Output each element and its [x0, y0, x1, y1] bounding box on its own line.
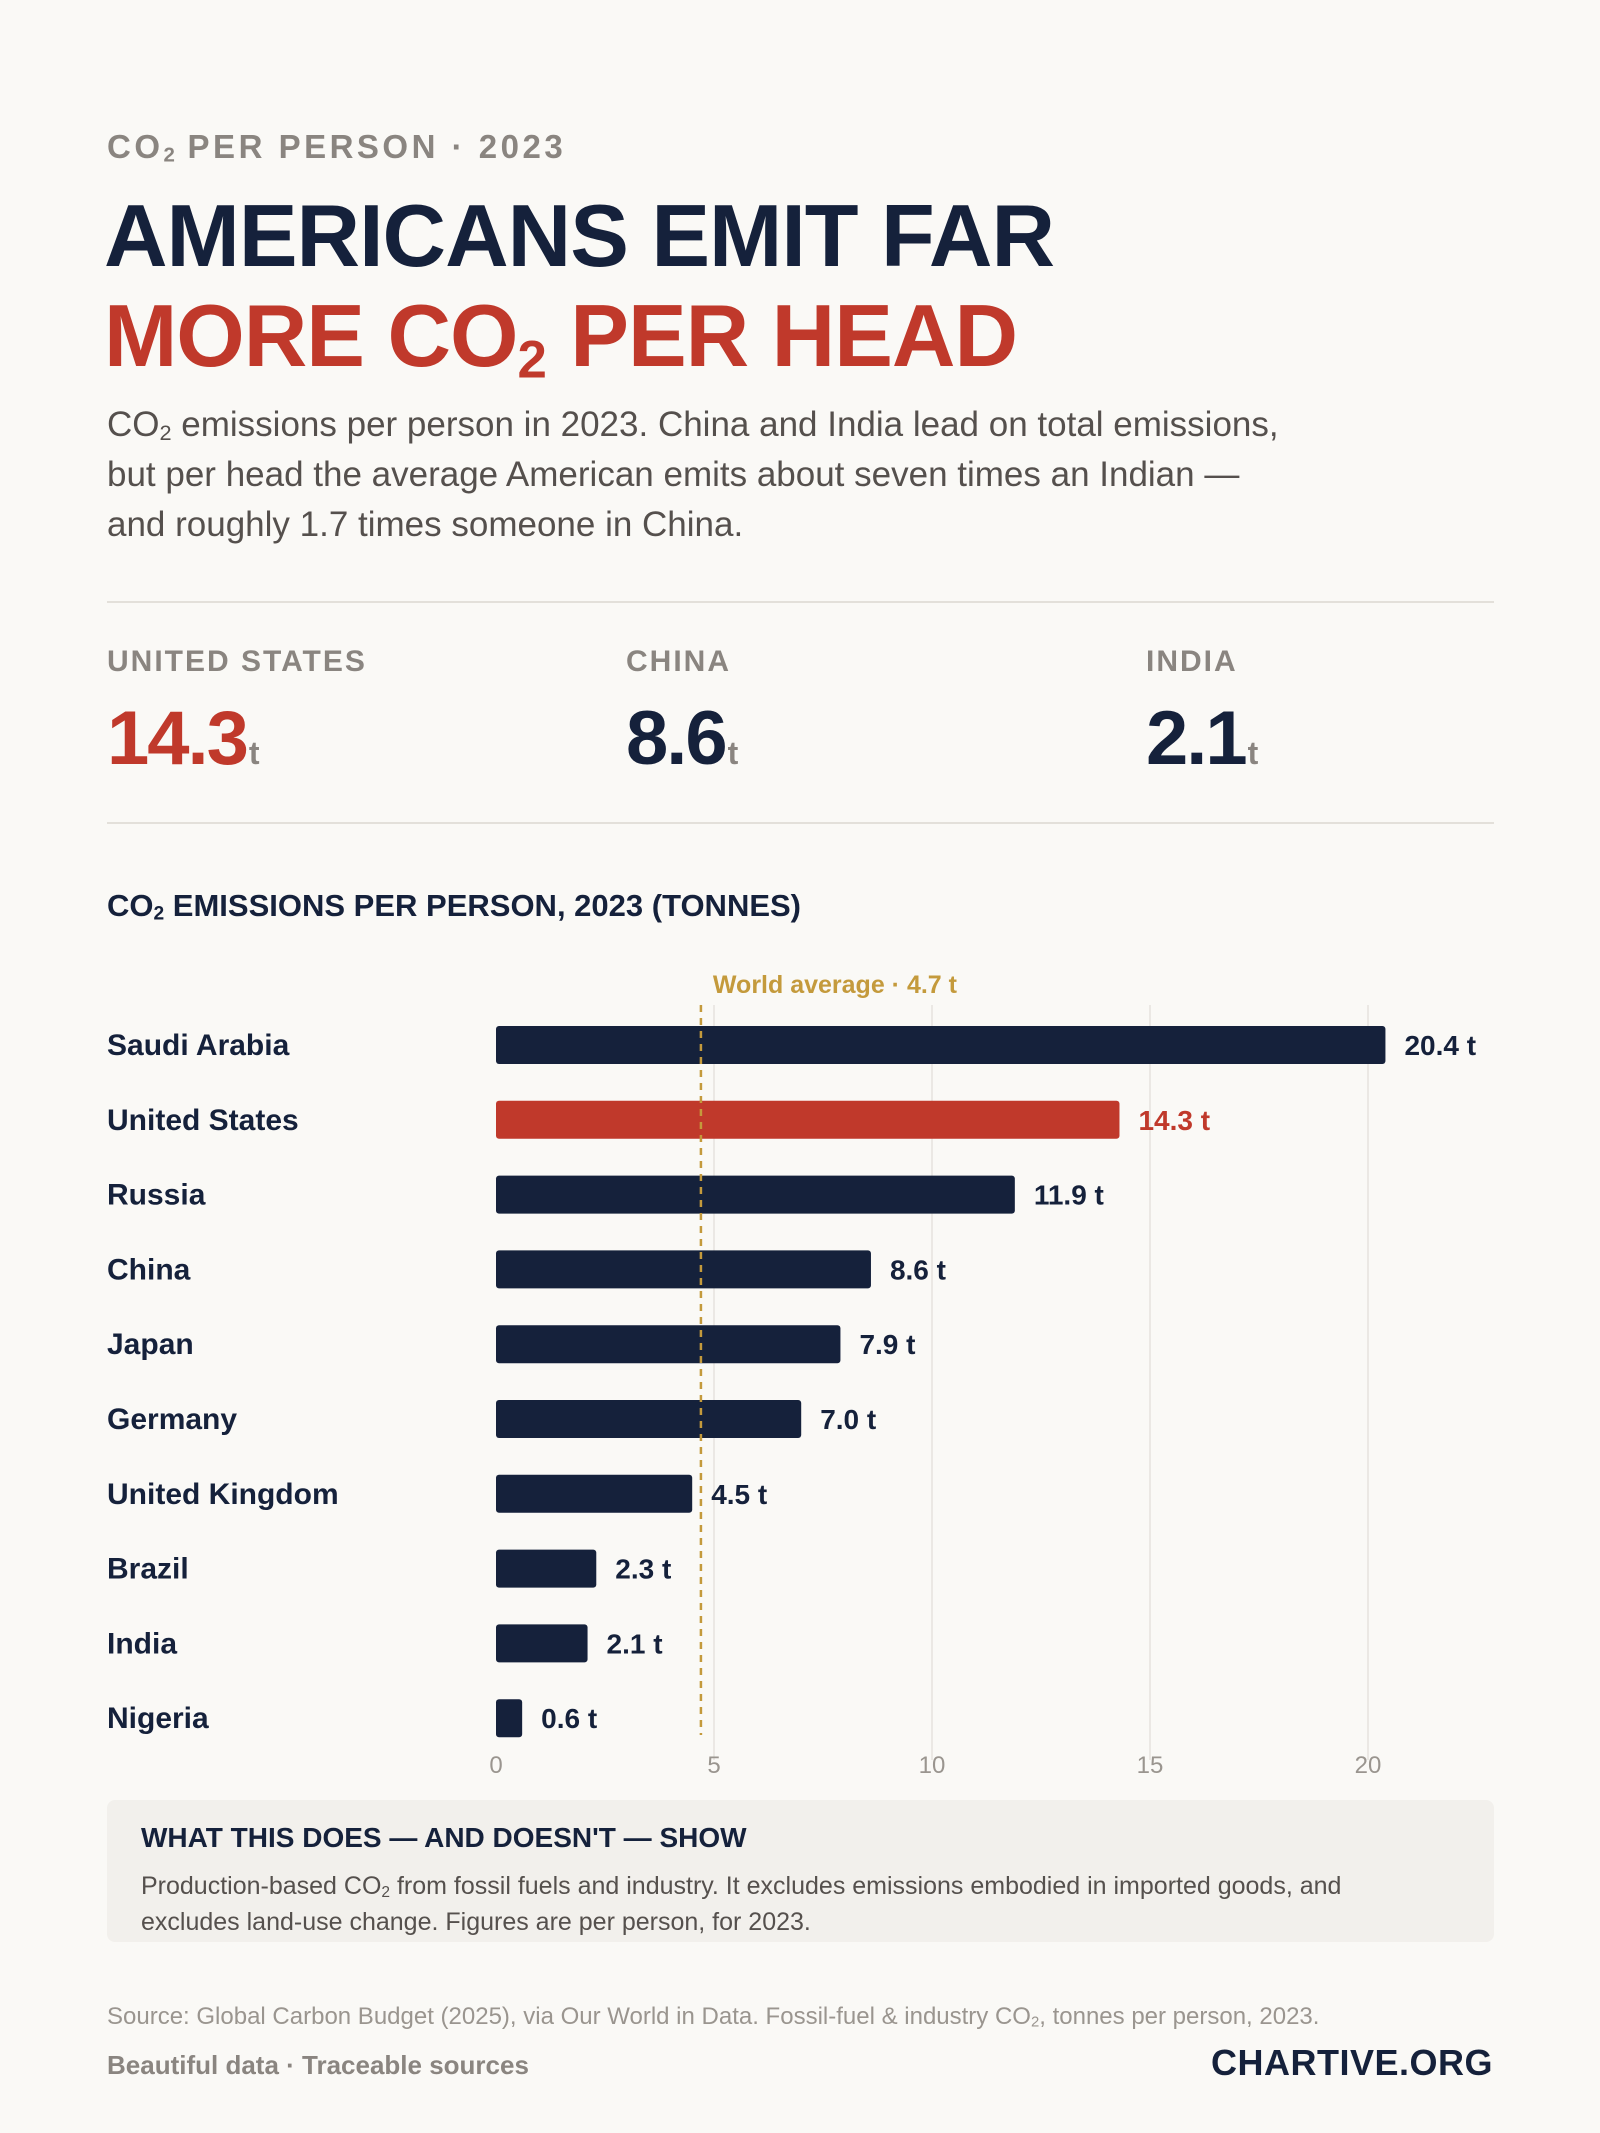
category-label: India [107, 1627, 177, 1660]
bar [496, 1474, 693, 1513]
stat-value: 2.1t [1146, 696, 1259, 781]
headline-line-2: MORE CO2 PER HEAD [104, 286, 1018, 390]
stat-value: 14.3t [107, 696, 260, 781]
bar [496, 1624, 588, 1663]
value-label: 7.9 t [859, 1329, 915, 1360]
value-label: 0.6 t [541, 1703, 597, 1734]
note-box: WHAT THIS DOES — AND DOESN'T — SHOW Prod… [107, 1800, 1494, 1942]
bar-chart: 0 5 10 15 20 Saudi Arabia 20.4 t United States 1… [107, 971, 1476, 1779]
stat-label: INDIA [1146, 645, 1238, 678]
category-label: Brazil [107, 1553, 189, 1586]
value-label: 14.3 t [1138, 1105, 1210, 1136]
category-label: Russia [107, 1179, 206, 1212]
kicker: CO2 PER PERSON · 2023 [107, 128, 567, 167]
category-label: Nigeria [107, 1702, 209, 1735]
bar [496, 1549, 597, 1588]
x-tick-label: 5 [707, 1752, 720, 1779]
stat-united-states: UNITED STATES 14.3t [107, 645, 367, 793]
bar [496, 1699, 523, 1738]
value-label: 2.1 t [607, 1628, 663, 1659]
stat-label: CHINA [626, 645, 731, 678]
note-title: WHAT THIS DOES — AND DOESN'T — SHOW [141, 1822, 747, 1853]
divider-top [107, 601, 1494, 603]
headline: AMERICANS EMIT FAR MORE CO2 PER HEAD [104, 186, 1055, 390]
category-label: Saudi Arabia [107, 1029, 290, 1062]
brand-logo-text[interactable]: CHARTIVE.ORG [1210, 2042, 1493, 2083]
chart-title: CO2 EMISSIONS PER PERSON, 2023 (TONNES) [107, 888, 802, 925]
x-tick-label: 10 [919, 1752, 946, 1779]
stat-china: CHINA 8.6t [626, 645, 738, 793]
value-label: 20.4 t [1404, 1030, 1476, 1061]
category-label: Japan [107, 1328, 194, 1361]
dek: CO2 emissions per person in 2023. China … [107, 405, 1279, 544]
bar [496, 1250, 871, 1289]
bar [496, 1026, 1386, 1064]
value-label: 8.6 t [890, 1254, 946, 1285]
value-label: 7.0 t [820, 1404, 876, 1435]
value-label: 4.5 t [711, 1479, 767, 1510]
stat-label: UNITED STATES [107, 645, 367, 678]
value-label: 2.3 t [615, 1554, 671, 1585]
stat-india: INDIA 2.1t [1146, 645, 1258, 793]
source-line: Source: Global Carbon Budget (2025), via… [107, 2003, 1320, 2031]
x-tick-label: 15 [1137, 1752, 1164, 1779]
category-label: Germany [107, 1403, 237, 1436]
category-label: United Kingdom [107, 1478, 339, 1511]
headline-line-1: AMERICANS EMIT FAR [104, 186, 1055, 285]
bar [496, 1100, 1120, 1139]
divider-bottom [107, 822, 1494, 824]
x-tick-label: 0 [489, 1752, 502, 1779]
bar [496, 1175, 1015, 1214]
note-body: Production-based CO2 from fossil fuels a… [141, 1872, 1342, 1936]
bar [496, 1400, 802, 1438]
reference-line-label: World average · 4.7 t [713, 971, 958, 999]
bar [496, 1325, 841, 1364]
value-label: 11.9 t [1034, 1180, 1104, 1211]
category-label: China [107, 1253, 191, 1286]
category-label: United States [107, 1104, 299, 1137]
tagline: Beautiful data · Traceable sources [107, 2050, 529, 2080]
x-tick-label: 20 [1355, 1752, 1382, 1779]
stat-value: 8.6t [626, 696, 739, 781]
